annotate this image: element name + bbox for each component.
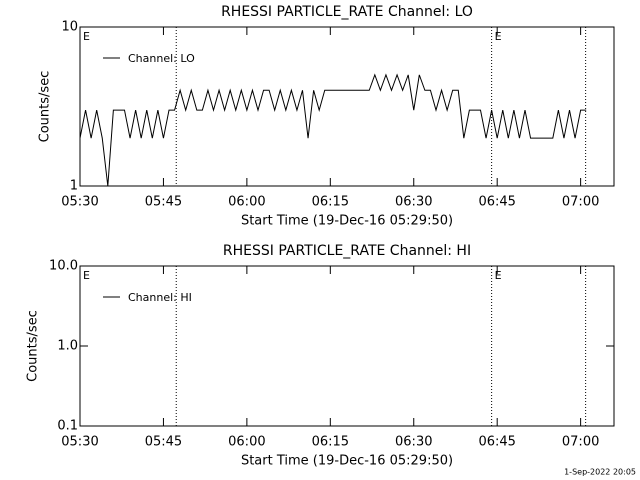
x-tick-label: 06:00 (228, 195, 265, 210)
legend-label: Channel: HI (128, 291, 192, 304)
x-tick-label: 05:45 (145, 435, 182, 450)
x-tick-label: 06:00 (228, 435, 265, 450)
x-tick-label: 06:45 (478, 435, 515, 450)
y-tick-label: 10.0 (49, 259, 78, 274)
y-axis-title: Counts/sec (38, 71, 53, 143)
x-tick-label: 07:00 (562, 195, 599, 210)
chart-title: RHESSI PARTICLE_RATE Channel: LO (221, 4, 473, 20)
y-tick-label: 1 (70, 179, 78, 194)
x-tick-label: 06:15 (312, 195, 349, 210)
plot-frame (79, 26, 615, 187)
y-tick-label: 10 (61, 20, 78, 35)
annotation: E (83, 269, 90, 282)
x-tick-label: 06:45 (478, 195, 515, 210)
x-tick-label: 05:30 (61, 435, 98, 450)
footer: 1-Sep-2022 20:05 (564, 468, 636, 477)
x-tick-label: 06:30 (395, 435, 432, 450)
annotation: E (83, 30, 90, 43)
legend-label: Channel: LO (128, 52, 195, 65)
x-axis-title: Start Time (19-Dec-16 05:29:50) (241, 454, 453, 469)
x-tick-label: 05:30 (61, 195, 98, 210)
chart-title: RHESSI PARTICLE_RATE Channel: HI (223, 243, 471, 259)
x-tick-label: 05:45 (145, 195, 182, 210)
y-tick-label: 1.0 (57, 339, 78, 354)
x-tick-label: 07:00 (562, 435, 599, 450)
x-tick-label: 06:15 (312, 435, 349, 450)
annotation: E (495, 30, 502, 43)
y-axis-title: Counts/sec (26, 310, 41, 382)
x-axis-title: Start Time (19-Dec-16 05:29:50) (241, 214, 453, 229)
data-line (79, 73, 587, 187)
x-tick-label: 06:30 (395, 195, 432, 210)
y-tick-label: 0.1 (57, 419, 78, 434)
annotation: E (495, 269, 502, 282)
